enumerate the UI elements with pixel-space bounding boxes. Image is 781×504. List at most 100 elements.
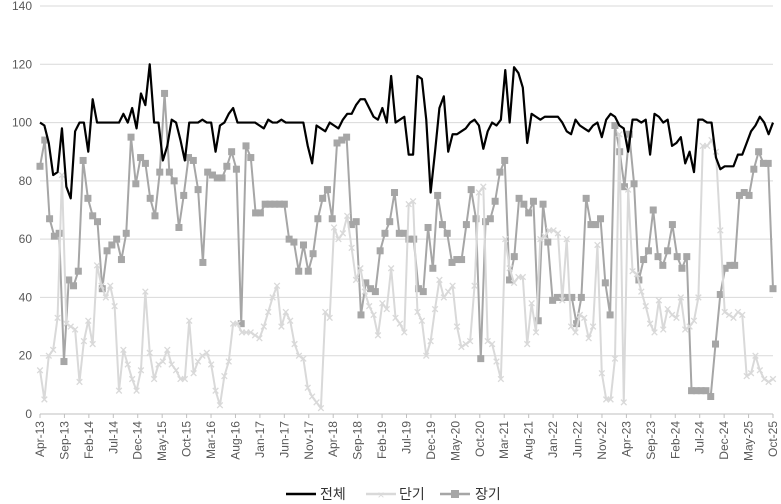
data-point [370,311,377,319]
data-point [611,121,619,129]
data-point [392,314,399,322]
data-point [427,337,434,345]
data-point [747,369,755,377]
data-point [189,156,197,164]
data-point [232,165,240,173]
data-point [376,247,384,255]
data-point [234,320,241,327]
data-point [304,384,312,392]
data-point [194,358,202,365]
data-point [347,221,355,229]
data-point [223,162,231,170]
data-point [458,343,465,351]
data-point [453,323,461,330]
data-point [266,200,274,208]
data-point [750,165,758,173]
legend-label-short: 단기 [399,487,425,503]
data-point [155,361,162,368]
data-point [212,387,219,394]
data-point [664,305,671,313]
data-point [264,308,272,316]
data-point [357,265,364,272]
data-point [438,221,446,229]
x-tick-label: Dec-19 [424,421,438,460]
data-point [203,349,211,357]
data-point [285,235,293,243]
data-point [553,293,561,301]
data-point [695,294,702,301]
data-point [93,262,101,269]
x-tick-label: Jun-17 [277,421,291,458]
data-point [326,314,333,322]
data-point [462,221,470,229]
data-point [726,261,734,269]
data-point [185,317,193,325]
legend-item-total: 전체 [286,487,346,503]
data-point [539,200,547,208]
x-tick-label: Mar-21 [497,421,511,459]
x-tick-label: May-25 [742,421,756,461]
data-point [589,323,597,330]
data-point [606,311,614,319]
data-point [625,130,633,138]
data-point [106,282,114,290]
data-point [683,253,691,261]
data-point [510,279,518,287]
data-point [549,296,557,304]
data-point [111,302,118,310]
x-tick-label: Sep-18 [351,421,365,460]
data-point [422,352,430,359]
data-point [190,369,197,377]
data-point [692,387,700,395]
data-point [431,305,439,313]
data-point [453,256,461,264]
data-point [172,367,180,374]
data-point [194,186,202,194]
data-point [291,340,298,348]
y-tick-label: 100 [12,116,32,130]
data-point [659,261,667,269]
data-point [688,387,696,395]
data-point [367,285,375,293]
x-tick-label: Feb-19 [375,421,389,459]
data-point [295,267,303,275]
data-point [181,375,189,383]
data-point [395,229,403,237]
data-point [649,206,657,214]
data-point [414,285,422,293]
data-point [477,355,485,363]
data-point [550,227,557,234]
data-point [379,299,386,307]
data-point [218,174,226,182]
x-tick-label: Jul-19 [400,421,414,454]
data-point [175,223,183,231]
y-tick-label: 120 [12,57,32,71]
x-tick-label: Oct-20 [473,421,487,457]
data-point [640,256,648,264]
data-point [673,314,680,322]
data-point [269,294,276,301]
data-point [365,302,373,310]
data-point [256,334,263,342]
data-point [576,311,584,319]
data-point [89,340,96,348]
data-point [444,288,452,295]
data-point [620,399,628,406]
data-point [45,352,53,359]
data-point [677,294,685,301]
data-point [137,154,145,162]
data-point [362,279,370,287]
data-point [85,317,92,325]
data-point [717,227,724,234]
data-point [247,329,254,336]
x-tick-label: Sep-13 [57,421,71,460]
data-point [721,308,728,316]
data-point [168,361,175,368]
data-point [58,171,66,179]
data-point [93,218,101,226]
data-point [36,367,44,374]
data-point [151,212,159,220]
data-point [295,352,303,359]
x-tick-label: May-20 [448,421,462,461]
data-point [716,291,724,299]
